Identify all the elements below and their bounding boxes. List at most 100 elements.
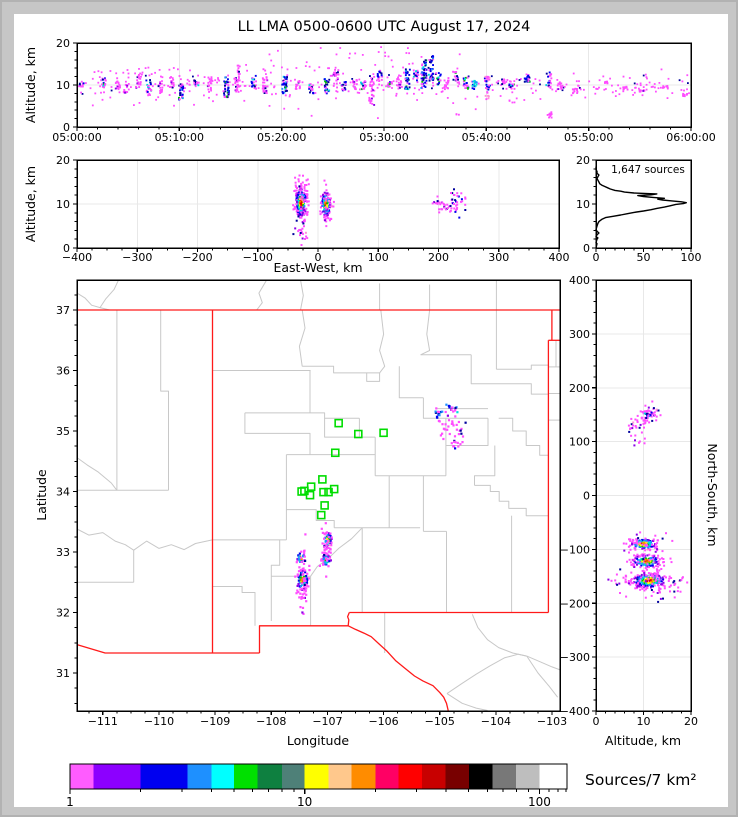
north-south-xlabel: Altitude, km: [605, 733, 681, 748]
tick-label: 400: [549, 251, 570, 264]
tick-label: 05:40:00: [462, 131, 511, 144]
station-marker: [329, 484, 339, 494]
tick-label: 100: [368, 251, 389, 264]
tick-label: 10: [576, 198, 590, 211]
tick-label: 05:20:00: [257, 131, 306, 144]
tick-label: −400: [560, 705, 590, 718]
station-marker: [306, 482, 316, 491]
colorbar-label: Sources/7 km²: [585, 771, 697, 789]
station-marker: [320, 501, 329, 510]
station-marker: [354, 429, 363, 439]
figure-background: [14, 14, 728, 807]
colorbar-segment: [469, 764, 493, 789]
station-marker: [319, 487, 328, 497]
north-south-panel: 0 10 20 400 300 200 100 0 −100 −200 −300 −400 Altitu…: [560, 274, 720, 748]
tick-label: 05:50:00: [564, 131, 613, 144]
station-marker: [316, 510, 326, 520]
colorbar-segment: [375, 764, 399, 789]
tick-label: 37: [56, 304, 70, 317]
east-west-panel: −400 −300 −200 −100 0 100 200 300 400 0 10 20 Altitu…: [23, 154, 570, 275]
colorbar-segment: [304, 764, 329, 789]
map-xlabel: Longitude: [287, 733, 349, 748]
tick-label: 20: [684, 715, 698, 728]
source-count-annotation: 1,647 sources: [611, 164, 685, 176]
tick-label: 06:00:00: [666, 131, 715, 144]
tick-label: 31: [56, 667, 70, 680]
tick-label: 32: [56, 607, 70, 620]
station-marker: [334, 418, 343, 428]
colorbar-segment: [328, 764, 352, 789]
tick-label: 0: [583, 490, 590, 503]
tick-label: −103: [537, 715, 567, 728]
tick-label: 05:10:00: [155, 131, 204, 144]
tick-label: 0: [593, 251, 600, 264]
colorbar-segment: [351, 764, 376, 789]
tick-label: 35: [56, 425, 70, 438]
tick-label: 36: [56, 365, 70, 378]
tick-label: −200: [182, 251, 212, 264]
map-ylabel: Latitude: [34, 469, 49, 521]
tick-label: 200: [428, 251, 449, 264]
tick-label: −107: [312, 715, 342, 728]
east-west-xlabel: East-West, km: [273, 260, 362, 275]
figure-title: LL LMA 0500-0600 UTC August 17, 2024: [238, 19, 531, 35]
colorbar-segment: [257, 764, 282, 789]
tick-label: 100: [569, 436, 590, 449]
tick-label: 05:00:00: [52, 131, 101, 144]
tick-label: −110: [144, 715, 174, 728]
station-marker: [330, 448, 340, 458]
colorbar-segment: [140, 764, 188, 789]
tick-label: 20: [576, 154, 590, 167]
east-west-ylabel: Altitude, km: [23, 166, 38, 242]
tick-label: 10: [637, 715, 651, 728]
tick-label: 300: [569, 328, 590, 341]
colorbar-tick-label: 100: [528, 795, 551, 809]
tick-label: 400: [569, 274, 590, 287]
tick-label: −300: [122, 251, 152, 264]
tick-label: 20: [56, 154, 70, 167]
tick-label: 0: [583, 242, 590, 255]
tick-label: 200: [569, 382, 590, 395]
tick-label: 33: [56, 546, 70, 559]
colorbar-segment: [187, 764, 212, 789]
tick-label: −105: [425, 715, 455, 728]
map-sources: [294, 403, 467, 615]
tick-label: 10: [56, 79, 70, 92]
tick-label: −109: [200, 715, 230, 728]
time-height-ylabel: Altitude, km: [23, 47, 38, 123]
colorbar-segment: [445, 764, 469, 789]
tick-label: 0: [315, 251, 322, 264]
tick-label: 10: [56, 198, 70, 211]
tick-label: −400: [62, 251, 92, 264]
colorbar-tick-label: 1: [66, 795, 74, 809]
county-borders: [76, 279, 561, 711]
tick-label: 0: [593, 715, 600, 728]
station-marker: [318, 475, 327, 484]
north-south-ylabel: North-South, km: [705, 443, 720, 546]
tick-label: 50: [637, 251, 651, 264]
colorbar-segment: [234, 764, 258, 789]
tick-label: −108: [256, 715, 286, 728]
tick-label: 0: [63, 121, 70, 134]
colorbar-segment: [539, 764, 567, 789]
tick-label: 20: [56, 37, 70, 50]
tick-label: 300: [488, 251, 509, 264]
colorbar-segment: [515, 764, 540, 789]
tick-label: −300: [560, 651, 590, 664]
colorbar-segment: [70, 764, 94, 789]
colorbar: 1 10 100 Sources/7 km²: [66, 763, 697, 809]
tick-label: 100: [681, 251, 702, 264]
tick-label: 0: [63, 242, 70, 255]
colorbar-segment: [282, 764, 305, 789]
lma-stations: [297, 418, 388, 520]
colorbar-segment: [398, 764, 422, 789]
time-height-panel: 05:00:00 05:10:00 05:20:00 05:30:00 05:40:00…: [23, 37, 716, 144]
altitude-histogram-panel: 0 50 100 0 10 20 1,647 sources: [576, 154, 702, 264]
colorbar-tick-label: 10: [297, 795, 312, 809]
tick-label: 34: [56, 486, 70, 499]
tick-label: 05:30:00: [359, 131, 408, 144]
colorbar-segment: [93, 764, 141, 789]
tick-label: −100: [560, 543, 590, 556]
